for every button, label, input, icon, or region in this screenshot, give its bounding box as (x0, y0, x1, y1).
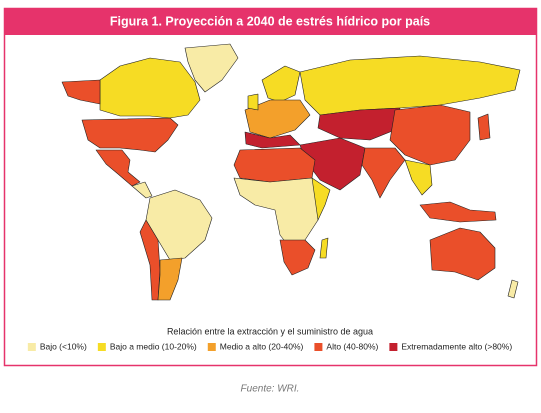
new-zealand (507, 279, 519, 299)
peru-chile (139, 219, 161, 301)
east-africa (311, 177, 331, 221)
legend-label: Extremadamente alto (>80%) (401, 341, 512, 351)
legend-label: Bajo a medio (10-20%) (110, 341, 197, 351)
canada (99, 57, 201, 119)
southeast-asia (404, 159, 433, 196)
legend-swatch (27, 343, 36, 351)
legend: Bajo (<10%) Bajo a medio (10-20%) Medio a … (27, 341, 512, 351)
legend-swatch (97, 343, 106, 351)
title: Figura 1. Proyección a 2040 de estrés hí… (110, 14, 430, 28)
legend-label: Medio a alto (20-40%) (220, 341, 304, 351)
uk (247, 93, 259, 111)
indonesia (419, 201, 497, 223)
central-america (131, 181, 153, 199)
china (389, 104, 471, 166)
central-asia (317, 107, 401, 141)
world-map (61, 43, 521, 301)
western-europe (244, 99, 311, 139)
madagascar (319, 237, 329, 259)
source: Fuente: WRI. (241, 384, 300, 395)
header-bar (4, 8, 537, 35)
usa (81, 117, 179, 153)
argentina (157, 257, 183, 301)
japan (477, 113, 491, 141)
scandinavia (261, 65, 301, 103)
southern-africa (279, 239, 316, 276)
legend-swatch (314, 343, 323, 351)
legend-swatch (207, 343, 216, 351)
north-africa (233, 147, 316, 183)
legend-label: Alto (40-80%) (326, 341, 378, 351)
mexico (95, 149, 141, 187)
legend-title: Relación entre la extracción y el sumini… (167, 326, 373, 336)
alaska (61, 79, 101, 105)
india (361, 147, 406, 199)
australia (429, 227, 496, 281)
legend-label: Bajo (<10%) (40, 341, 87, 351)
greenland (184, 43, 239, 93)
legend-swatch (389, 343, 398, 351)
